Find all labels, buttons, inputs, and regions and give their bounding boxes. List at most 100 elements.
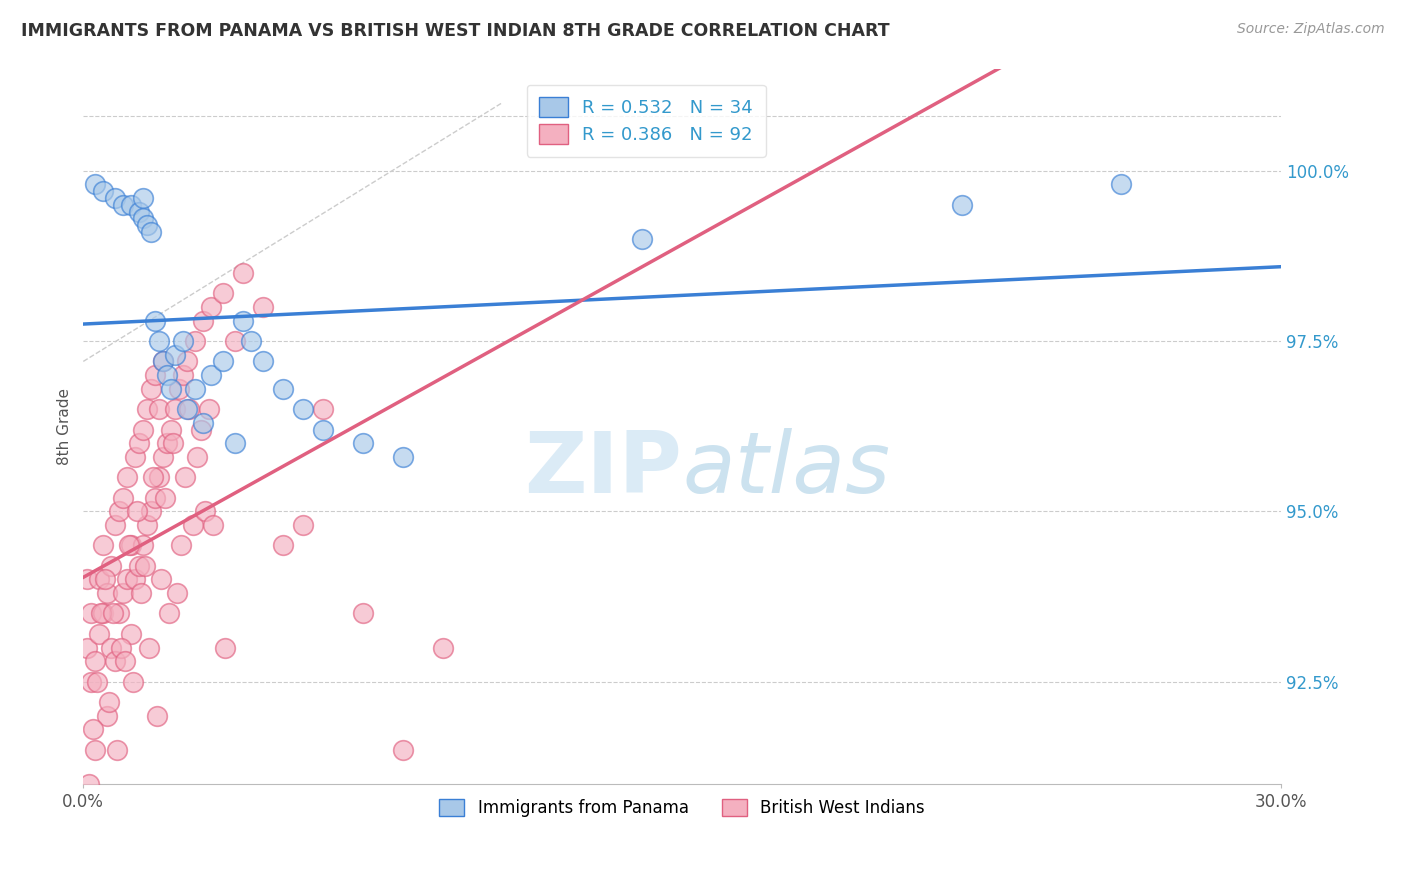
Point bbox=[214, 640, 236, 655]
Point bbox=[115, 573, 138, 587]
Point bbox=[80, 674, 103, 689]
Point bbox=[104, 517, 127, 532]
Point bbox=[200, 368, 222, 382]
Point bbox=[271, 538, 294, 552]
Point bbox=[132, 538, 155, 552]
Point bbox=[94, 573, 117, 587]
Point bbox=[166, 586, 188, 600]
Point bbox=[86, 674, 108, 689]
Point bbox=[232, 266, 254, 280]
Point bbox=[165, 402, 187, 417]
Point bbox=[160, 423, 183, 437]
Point bbox=[165, 348, 187, 362]
Point bbox=[352, 436, 374, 450]
Point bbox=[124, 450, 146, 464]
Point bbox=[132, 211, 155, 226]
Point bbox=[76, 573, 98, 587]
Point bbox=[167, 382, 190, 396]
Y-axis label: 8th Grade: 8th Grade bbox=[58, 388, 72, 465]
Point bbox=[176, 402, 198, 417]
Point bbox=[110, 640, 132, 655]
Point bbox=[143, 491, 166, 505]
Point bbox=[152, 450, 174, 464]
Point bbox=[136, 218, 159, 232]
Point bbox=[136, 402, 159, 417]
Point bbox=[157, 607, 180, 621]
Point bbox=[1109, 178, 1132, 192]
Point bbox=[104, 191, 127, 205]
Point bbox=[252, 354, 274, 368]
Point bbox=[120, 627, 142, 641]
Point bbox=[239, 334, 262, 348]
Point bbox=[174, 470, 197, 484]
Point bbox=[200, 300, 222, 314]
Point bbox=[84, 654, 107, 668]
Point bbox=[291, 402, 314, 417]
Text: IMMIGRANTS FROM PANAMA VS BRITISH WEST INDIAN 8TH GRADE CORRELATION CHART: IMMIGRANTS FROM PANAMA VS BRITISH WEST I… bbox=[21, 22, 890, 40]
Point bbox=[146, 708, 169, 723]
Point bbox=[129, 586, 152, 600]
Point bbox=[172, 368, 194, 382]
Point bbox=[252, 300, 274, 314]
Point bbox=[190, 423, 212, 437]
Point bbox=[153, 491, 176, 505]
Point bbox=[148, 334, 170, 348]
Point bbox=[198, 402, 221, 417]
Point bbox=[152, 354, 174, 368]
Point bbox=[143, 313, 166, 327]
Point bbox=[232, 313, 254, 327]
Point bbox=[112, 491, 135, 505]
Point bbox=[96, 708, 118, 723]
Point bbox=[391, 450, 413, 464]
Point bbox=[80, 607, 103, 621]
Point bbox=[115, 470, 138, 484]
Point bbox=[124, 573, 146, 587]
Point bbox=[91, 538, 114, 552]
Point bbox=[91, 184, 114, 198]
Point bbox=[141, 504, 163, 518]
Point bbox=[152, 354, 174, 368]
Point bbox=[120, 538, 142, 552]
Point bbox=[312, 402, 335, 417]
Legend: Immigrants from Panama, British West Indians: Immigrants from Panama, British West Ind… bbox=[432, 790, 934, 825]
Point bbox=[143, 368, 166, 382]
Point bbox=[127, 504, 149, 518]
Point bbox=[170, 538, 193, 552]
Text: ZIP: ZIP bbox=[524, 427, 682, 510]
Point bbox=[141, 382, 163, 396]
Point bbox=[112, 586, 135, 600]
Point bbox=[291, 517, 314, 532]
Point bbox=[184, 334, 207, 348]
Point bbox=[148, 402, 170, 417]
Point bbox=[191, 313, 214, 327]
Point bbox=[156, 436, 179, 450]
Point bbox=[89, 573, 111, 587]
Point bbox=[186, 450, 208, 464]
Point bbox=[128, 558, 150, 573]
Point bbox=[96, 586, 118, 600]
Point bbox=[114, 654, 136, 668]
Point bbox=[271, 382, 294, 396]
Point bbox=[132, 191, 155, 205]
Point bbox=[82, 723, 104, 737]
Text: atlas: atlas bbox=[682, 427, 890, 510]
Point bbox=[76, 640, 98, 655]
Point bbox=[108, 607, 131, 621]
Point bbox=[136, 517, 159, 532]
Point bbox=[118, 538, 141, 552]
Point bbox=[191, 416, 214, 430]
Point bbox=[90, 607, 112, 621]
Point bbox=[224, 436, 246, 450]
Point bbox=[150, 573, 173, 587]
Point bbox=[128, 204, 150, 219]
Point bbox=[148, 470, 170, 484]
Point bbox=[156, 368, 179, 382]
Point bbox=[194, 504, 217, 518]
Point bbox=[142, 470, 165, 484]
Point bbox=[77, 777, 100, 791]
Point bbox=[108, 504, 131, 518]
Point bbox=[100, 640, 122, 655]
Point bbox=[112, 198, 135, 212]
Point bbox=[177, 402, 200, 417]
Point bbox=[184, 382, 207, 396]
